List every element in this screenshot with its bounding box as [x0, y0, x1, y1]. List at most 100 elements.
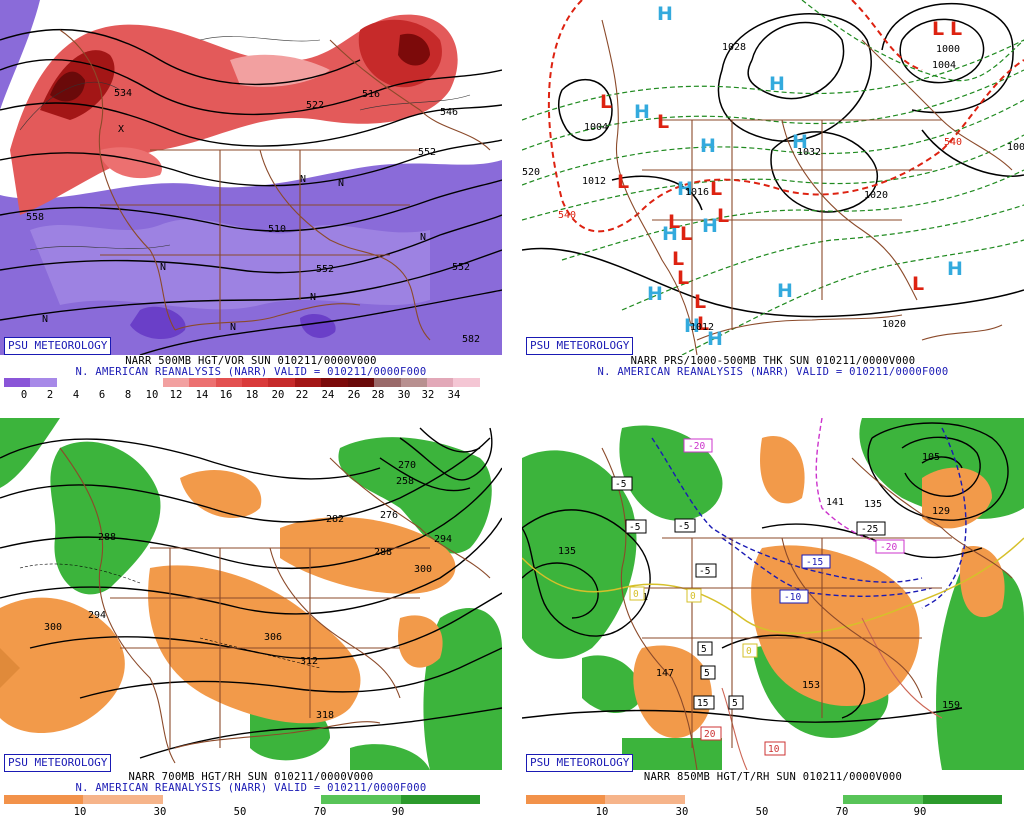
svg-text:129: 129 [932, 506, 950, 517]
colorbar-label: 8 [124, 389, 132, 401]
panel-500mb-vorticity: 534 522 516 546 558 510 552 552 582 552 … [0, 0, 502, 404]
colorbar-rh [526, 795, 1002, 804]
svg-text:552: 552 [316, 264, 334, 275]
svg-text:H: H [700, 135, 716, 157]
svg-text:L: L [912, 273, 924, 295]
svg-text:H: H [769, 73, 785, 95]
colorbar-label: 90 [391, 806, 405, 818]
colorbar-label: 70 [835, 806, 849, 818]
colorbar-label: 6 [98, 389, 106, 401]
svg-text:534: 534 [114, 88, 132, 99]
svg-text:L: L [677, 267, 689, 289]
svg-text:H: H [677, 178, 693, 200]
svg-text:1020: 1020 [882, 319, 906, 330]
svg-text:159: 159 [942, 700, 960, 711]
colorbar-label: 90 [913, 806, 927, 818]
svg-text:0: 0 [690, 591, 696, 602]
svg-text:L: L [617, 171, 629, 193]
svg-text:540: 540 [558, 210, 576, 221]
colorbar-label: 22 [295, 389, 309, 401]
svg-text:X: X [118, 124, 124, 135]
svg-text:294: 294 [88, 610, 106, 621]
colorbar-label: 34 [447, 389, 461, 401]
colorbar-label: 30 [675, 806, 689, 818]
psu-meteorology-badge: PSU METEOROLOGY [4, 337, 112, 355]
svg-text:582: 582 [462, 334, 480, 345]
svg-text:1020: 1020 [864, 190, 888, 201]
svg-text:H: H [707, 328, 723, 350]
panel-700mb-rh: 288 294 300 306 312 318 282 276 288 294 300 270 … [0, 418, 502, 822]
colorbar-label: 10 [595, 806, 609, 818]
svg-text:520: 520 [522, 167, 540, 178]
svg-text:H: H [792, 131, 808, 153]
svg-text:1004: 1004 [584, 122, 608, 133]
svg-text:-25: -25 [861, 524, 878, 535]
svg-text:N: N [160, 262, 166, 273]
svg-text:546: 546 [440, 107, 458, 118]
svg-text:L: L [932, 18, 944, 40]
svg-text:L: L [668, 211, 680, 233]
svg-text:1032: 1032 [797, 147, 821, 158]
svg-text:0: 0 [633, 589, 639, 600]
svg-text:H: H [647, 283, 663, 305]
colorbar-label: 70 [313, 806, 327, 818]
colorbar-vorticity [4, 378, 480, 387]
svg-text:N: N [230, 322, 236, 333]
colorbar-label: 28 [371, 389, 385, 401]
svg-text:5: 5 [704, 668, 710, 679]
colorbar-label: 50 [233, 806, 247, 818]
colorbar-label: 4 [72, 389, 80, 401]
svg-text:1004: 1004 [932, 60, 956, 71]
svg-text:522: 522 [306, 100, 324, 111]
panel-title-line1: NARR PRS/1000-500MB THK SUN 010211/0000V… [630, 355, 916, 367]
panel-title-line1: NARR 500MB HGT/VOR SUN 010211/0000V000 [125, 355, 377, 367]
svg-text:-20: -20 [880, 542, 897, 553]
svg-text:-5: -5 [629, 522, 640, 533]
svg-text:0: 0 [746, 646, 752, 657]
svg-text:H: H [702, 215, 718, 237]
svg-text:H: H [684, 315, 700, 337]
svg-text:318: 318 [316, 710, 334, 721]
svg-text:L: L [697, 313, 709, 335]
colorbar-labels: 10 30 50 70 90 [4, 806, 480, 818]
svg-text:N: N [42, 314, 48, 325]
svg-text:552: 552 [452, 262, 470, 273]
colorbar-labels: 0 2 4 6 8 10 12 14 16 18 20 22 24 26 28 … [4, 389, 480, 401]
svg-text:312: 312 [300, 656, 318, 667]
svg-text:282: 282 [326, 514, 344, 525]
svg-text:510: 510 [268, 224, 286, 235]
svg-text:-10: -10 [784, 592, 801, 603]
svg-text:1008: 1008 [1007, 142, 1024, 153]
svg-text:105: 105 [922, 452, 940, 463]
svg-text:135: 135 [558, 546, 576, 557]
svg-text:306: 306 [264, 632, 282, 643]
svg-text:N: N [338, 178, 344, 189]
svg-text:270: 270 [398, 460, 416, 471]
svg-text:276: 276 [380, 510, 398, 521]
svg-text:288: 288 [374, 547, 392, 558]
svg-text:-20: -20 [688, 441, 705, 452]
colorbar-label: 32 [421, 389, 435, 401]
svg-text:1012: 1012 [690, 322, 714, 333]
panel-title-line1: NARR 850MB HGT/T/RH SUN 010211/0000V000 [643, 771, 903, 783]
svg-text:10: 10 [768, 744, 780, 755]
colorbar-label: 20 [271, 389, 285, 401]
svg-text:N: N [420, 232, 426, 243]
svg-text:300: 300 [414, 564, 432, 575]
psu-meteorology-badge: PSU METEOROLOGY [526, 337, 634, 355]
svg-text:20: 20 [704, 729, 716, 740]
svg-text:147: 147 [656, 668, 674, 679]
colorbar-label: 12 [169, 389, 183, 401]
svg-text:300: 300 [44, 622, 62, 633]
svg-text:L: L [710, 178, 722, 200]
svg-text:L: L [600, 91, 612, 113]
svg-text:N: N [310, 292, 316, 303]
svg-text:H: H [657, 3, 673, 25]
svg-text:-5: -5 [699, 566, 710, 577]
colorbar-label: 18 [245, 389, 259, 401]
colorbar-rh [4, 795, 480, 804]
svg-text:H: H [777, 280, 793, 302]
